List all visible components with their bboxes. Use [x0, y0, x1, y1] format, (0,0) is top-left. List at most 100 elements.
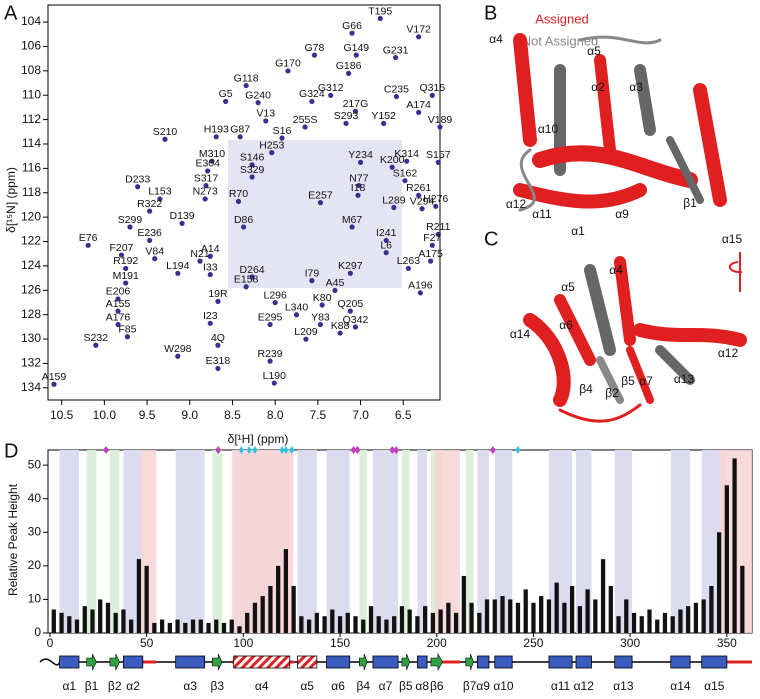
structure-b — [513, 33, 727, 212]
element-label: β3 — [210, 679, 224, 693]
peak-label: W298 — [164, 343, 192, 355]
magenta-marker — [215, 446, 222, 454]
panel-label: D — [4, 440, 18, 462]
peak-label: G118 — [234, 72, 259, 84]
bar — [206, 622, 211, 633]
y-tick-label: 116 — [22, 161, 41, 175]
peak-label: G186 — [336, 60, 362, 72]
bar — [291, 585, 296, 633]
peak — [311, 52, 318, 58]
peak — [416, 192, 422, 198]
peak-label: 4Q — [211, 332, 225, 344]
peak — [157, 196, 163, 202]
y-tick-label: 134 — [21, 380, 41, 394]
peak — [175, 270, 181, 276]
x-tick-label: 9.0 — [181, 408, 198, 422]
x-axis-label: δ[¹H] (ppm) — [228, 432, 289, 446]
legend-not-assigned: Not Assigned — [522, 33, 599, 48]
peak-label: E158 — [234, 274, 259, 286]
x-tick-label: 6.5 — [395, 408, 412, 422]
bar — [508, 599, 513, 633]
peak-label: L194 — [166, 260, 190, 272]
bar — [631, 612, 637, 633]
y-tick-label: 124 — [21, 258, 41, 272]
y-tick-label: 106 — [21, 39, 41, 53]
bar — [554, 582, 559, 633]
peak — [309, 98, 315, 105]
bar — [214, 619, 219, 633]
bar — [368, 606, 374, 633]
highlight-region — [228, 140, 402, 288]
bar — [624, 599, 629, 633]
x-tick-label: 250 — [523, 636, 543, 650]
bar — [82, 606, 87, 633]
peak-label: R261 — [406, 182, 431, 194]
peak — [267, 358, 273, 364]
x-tick-label: 50 — [140, 636, 154, 650]
bar — [693, 602, 699, 633]
peak-label: R192 — [113, 255, 138, 267]
element-label: β1 — [85, 679, 99, 693]
structure-label: α14 — [510, 327, 531, 341]
peak — [429, 92, 435, 98]
magenta-marker — [354, 446, 361, 454]
structure-label: α3 — [629, 80, 643, 94]
element-label: α1 — [62, 679, 76, 693]
x-tick-label: 8.0 — [267, 408, 284, 422]
helix — [575, 655, 592, 669]
peak — [271, 380, 277, 386]
peak-label: M67 — [342, 214, 363, 226]
structure-band — [212, 450, 223, 633]
y-axis-label: δ[¹⁵N] (ppm) — [4, 167, 18, 233]
bar — [662, 612, 668, 633]
peak — [197, 258, 203, 264]
peak-label: 255S — [293, 114, 318, 126]
bar — [438, 609, 443, 633]
bar — [678, 609, 683, 633]
bar — [260, 596, 265, 633]
peak — [355, 192, 361, 198]
y-tick-label: 30 — [28, 524, 42, 538]
bar — [453, 612, 459, 633]
unassigned-band — [434, 450, 460, 633]
structure-label: α9 — [615, 207, 629, 221]
bar — [655, 619, 660, 633]
magenta-marker — [489, 446, 496, 454]
bar — [98, 599, 103, 633]
bar — [593, 599, 598, 633]
y-tick-label: 50 — [28, 457, 42, 471]
strand — [430, 652, 443, 672]
bar — [701, 599, 706, 633]
helix — [233, 655, 291, 669]
peak-label: V189 — [428, 114, 453, 126]
bar — [686, 606, 691, 633]
element-label: β2 — [108, 679, 122, 693]
structure-band — [477, 450, 489, 633]
peak-label: F27 — [423, 232, 441, 244]
element-label: α13 — [613, 679, 634, 693]
peak-label: G66 — [342, 20, 362, 32]
peak — [285, 68, 291, 74]
structure-band — [465, 450, 474, 633]
bar — [337, 616, 343, 633]
bar — [616, 616, 621, 633]
peak-label: S157 — [426, 149, 451, 161]
y-tick-label: 128 — [21, 307, 41, 321]
panel-label: C — [484, 228, 498, 250]
peak — [235, 198, 242, 205]
cyan-marker — [246, 446, 252, 454]
peak — [435, 159, 441, 165]
peak-label: G170 — [275, 58, 301, 70]
bar — [129, 619, 134, 633]
bar — [345, 612, 350, 633]
peak — [383, 237, 389, 244]
helix — [614, 655, 633, 669]
peak-label: T195 — [368, 5, 392, 17]
peak — [405, 265, 412, 272]
peak-label: V13 — [256, 108, 275, 120]
cyan-marker — [283, 446, 289, 454]
bar — [314, 612, 319, 633]
peak-label: L296 — [263, 289, 287, 301]
peak-label: E76 — [79, 232, 98, 244]
